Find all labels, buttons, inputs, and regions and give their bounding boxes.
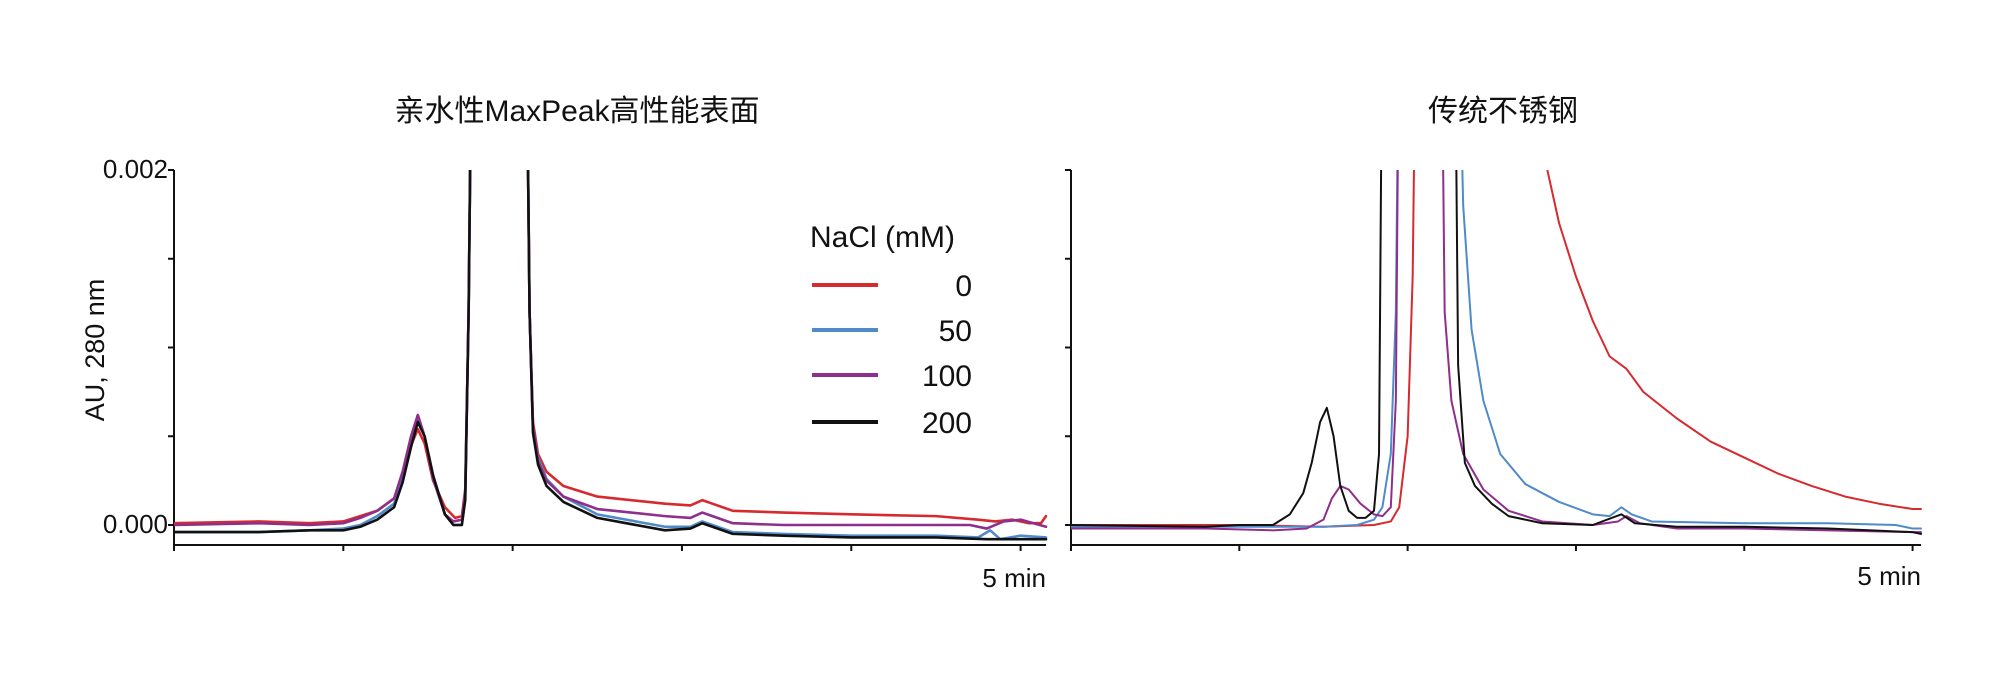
y-ticks-right (1065, 169, 1071, 526)
legend-title: NaCl (mM) (810, 221, 955, 254)
legend-label-200: 200 (922, 407, 972, 440)
x-ticks-right (1070, 545, 1914, 551)
y-tick-label-top: 0.002 (103, 154, 168, 184)
series-line-left-0 (174, 170, 1048, 525)
x-axis-end-label-left: 5 min (982, 563, 1046, 593)
series-group-left (174, 170, 1048, 541)
series-line-left-100 (174, 170, 1048, 530)
y-tick-label-zero: 0.000 (103, 509, 168, 539)
series-line-right-0 (1071, 170, 1922, 528)
panel-title-maxpeak: 亲水性MaxPeak高性能表面 (394, 95, 759, 128)
x-axis-end-label-right: 5 min (1857, 561, 1921, 591)
series-line-right-200 (1071, 170, 1922, 535)
series-line-right-100 (1071, 170, 1922, 534)
series-group-right (1071, 170, 1922, 535)
x-ticks-left (173, 545, 1022, 551)
panel-stainless: 传统不锈钢 5 min (1065, 95, 1922, 591)
panel-maxpeak: 亲水性MaxPeak高性能表面 AU, 280 nm 0.002 0.000 5… (80, 95, 1048, 593)
series-line-left-200 (174, 170, 1048, 541)
legend-label-0: 0 (955, 270, 972, 303)
y-ticks-left (168, 169, 174, 526)
series-line-left-50 (174, 170, 1048, 541)
legend-label-50: 50 (939, 315, 972, 348)
legend: NaCl (mM) 0 50 100 200 (810, 221, 972, 440)
panel-title-stainless: 传统不锈钢 (1428, 95, 1578, 128)
y-axis-label: AU, 280 nm (80, 279, 110, 422)
legend-label-100: 100 (922, 360, 972, 393)
series-line-right-50 (1071, 170, 1922, 530)
